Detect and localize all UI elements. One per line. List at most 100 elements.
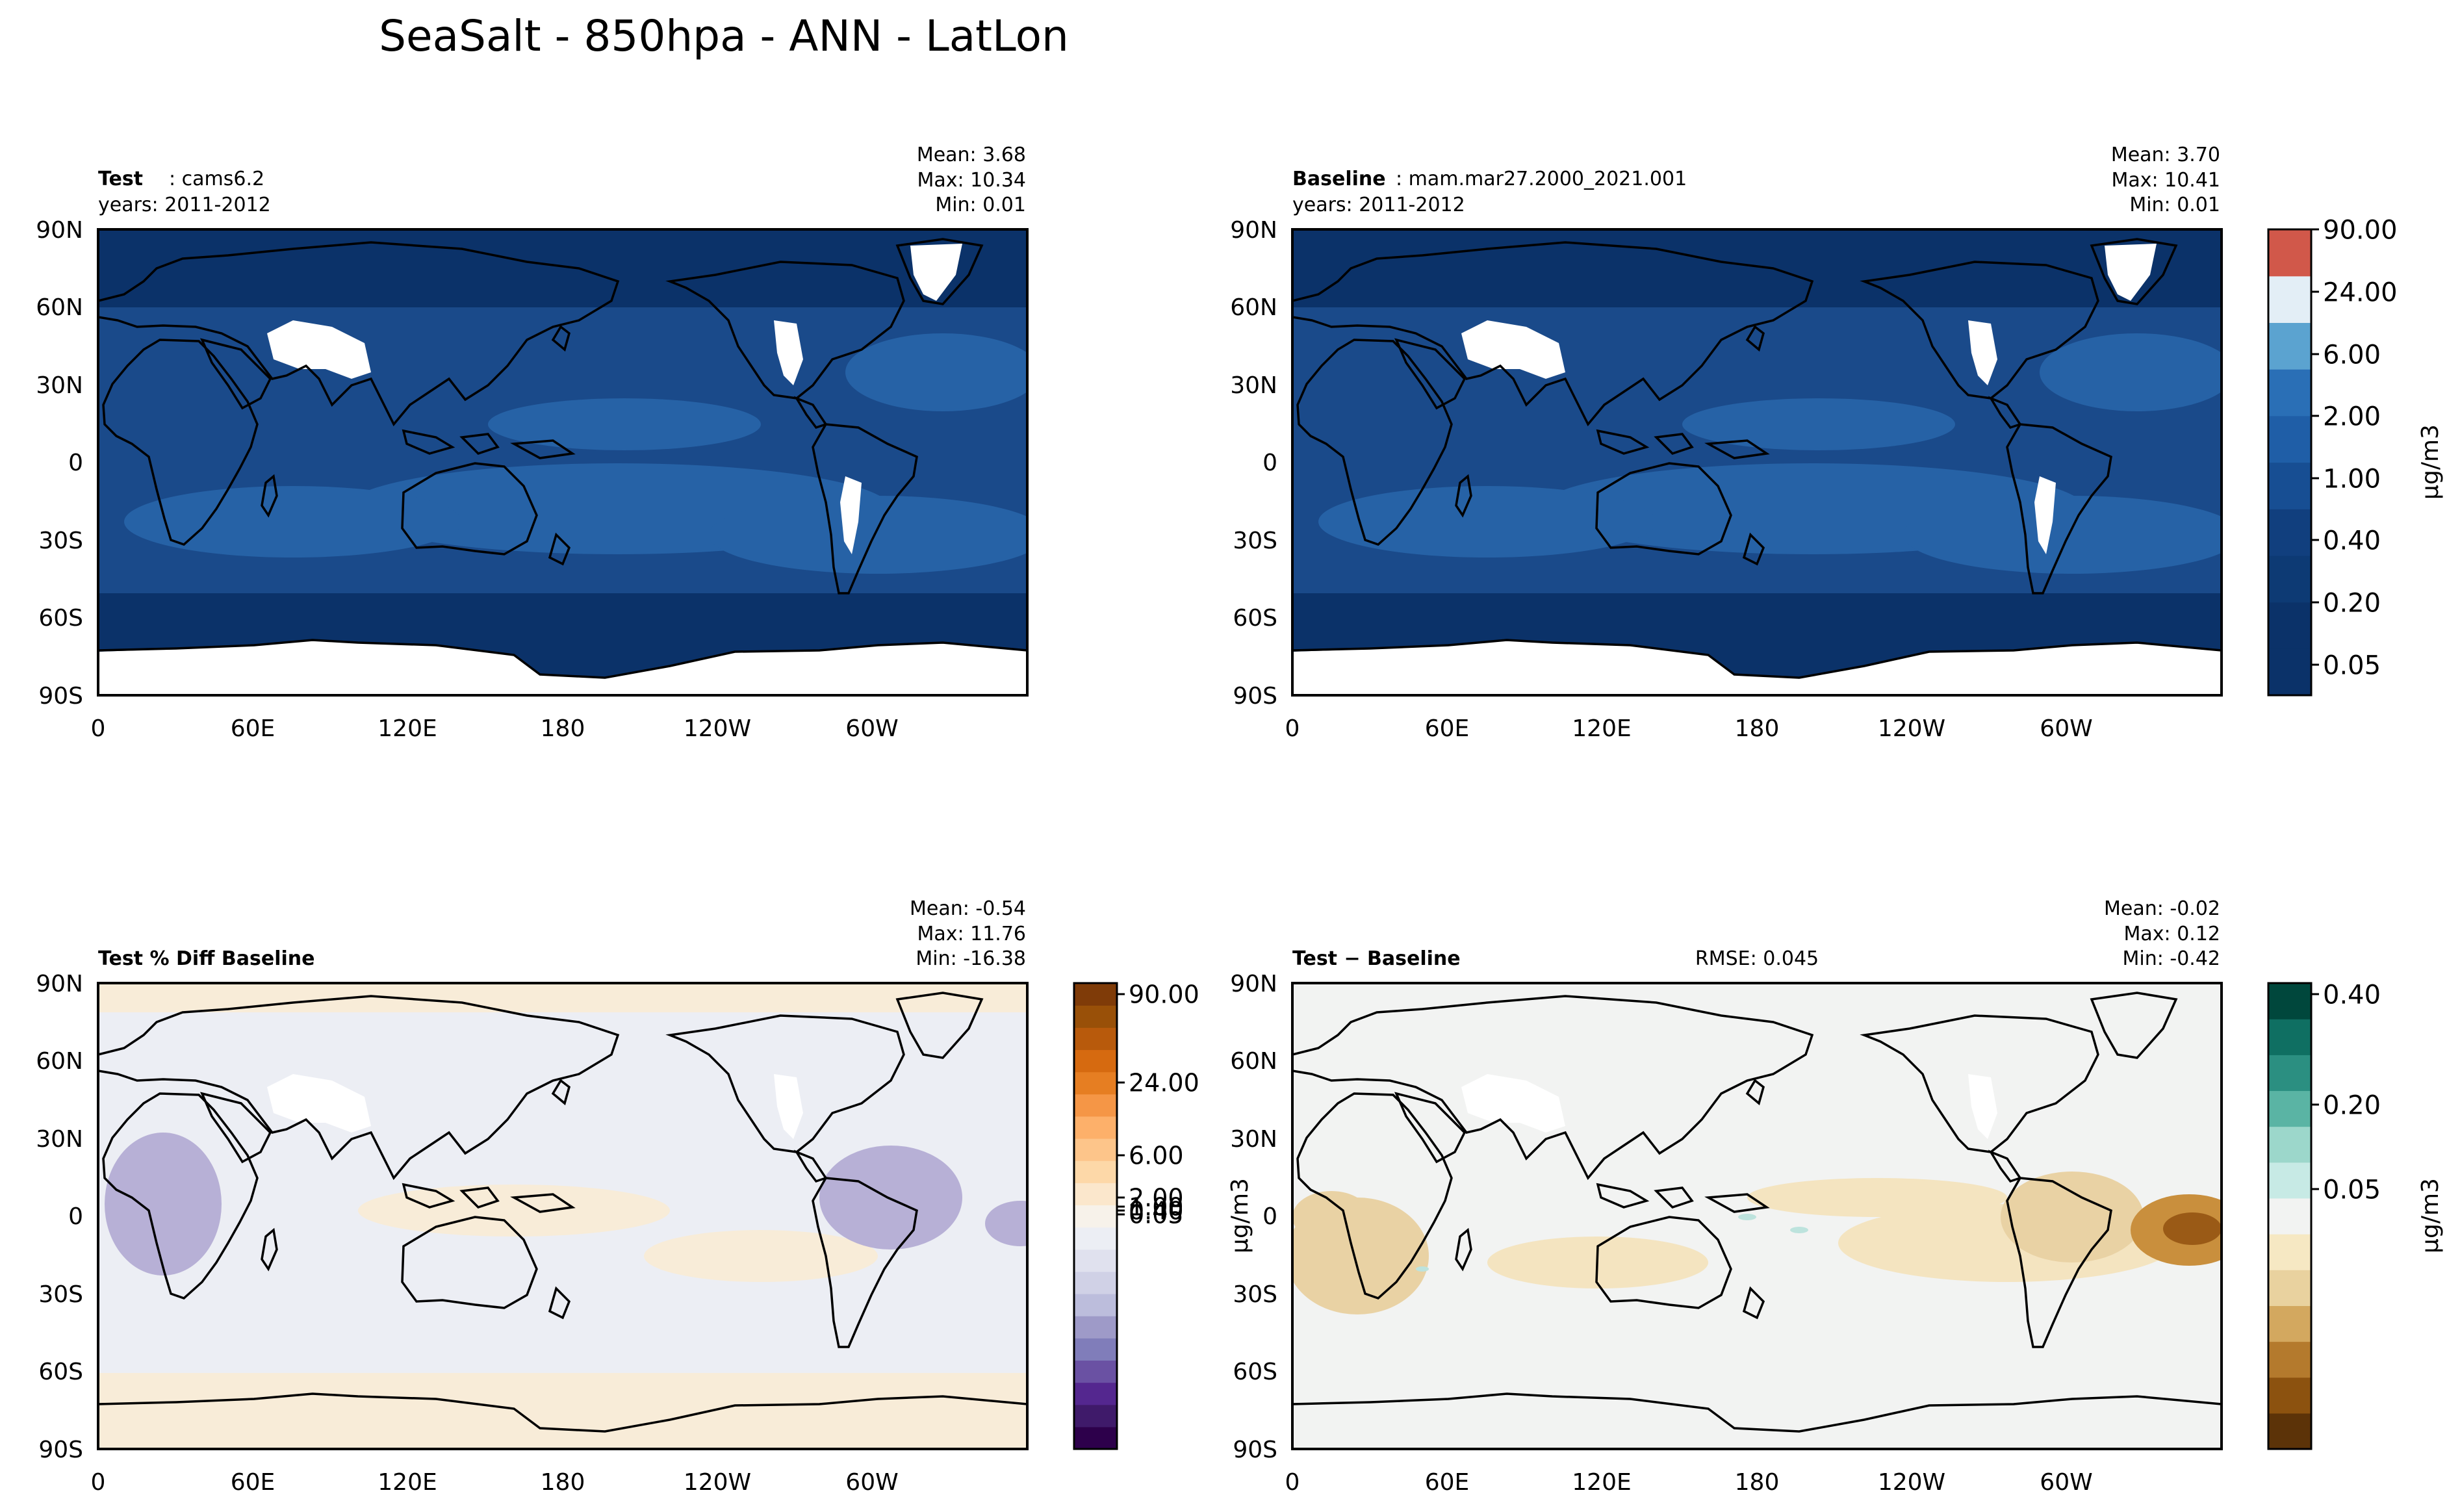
colorbar-segment	[2268, 648, 2311, 696]
y-tick: 30N	[36, 372, 83, 399]
colorbar-segment	[1074, 1183, 1117, 1206]
colorbar-tick-label: 2.00	[2323, 402, 2381, 431]
colorbar-tick-label: 1.00	[2323, 464, 2381, 494]
colorbar-tick-label: 0.40	[2323, 526, 2381, 556]
x-tick: 60E	[1425, 1469, 1470, 1496]
panel-baseline-x-ticks: 0 60E 120E 180 120W 60W	[1285, 715, 2093, 742]
y-tick: 90N	[1230, 217, 1277, 244]
colorbar-segment	[2268, 555, 2311, 603]
colorbar-difference: 0.40 0.20 0.05 μg/m3	[2267, 980, 2444, 1450]
colorbar-tick-label: 24.00	[2323, 277, 2398, 307]
y-tick: 30N	[1230, 1126, 1277, 1153]
y-tick: 0	[1262, 1203, 1277, 1230]
panel-baseline-y-ticks: 90N 60N 30N 0 30S 60S 90S	[1230, 217, 1277, 710]
colorbar-segment	[2268, 275, 2311, 323]
panel-difference-stat-max: Max: 0.12	[2124, 923, 2220, 945]
y-tick: 30N	[1230, 372, 1277, 399]
y-tick: 90N	[36, 217, 83, 244]
colorbar-tick-label: 0.20	[2323, 1090, 2381, 1120]
y-tick: 90S	[1233, 1437, 1277, 1463]
panel-test-subtitle: years: 2011-2012	[98, 194, 271, 216]
panel-test-x-ticks: 0 60E 120E 180 120W 60W	[91, 715, 899, 742]
colorbar-segment	[1074, 1205, 1117, 1228]
panel-test-stat-min: Min: 0.01	[935, 194, 1026, 216]
colorbar-segment	[1074, 1227, 1117, 1250]
colorbar-tick-label: 90.00	[1129, 980, 1199, 1009]
panel-percent-diff-map	[98, 983, 1027, 1449]
panel-percent-diff-title: Test % Diff Baseline	[98, 947, 315, 970]
colorbar-segment	[1074, 1116, 1117, 1139]
colorbar-segment	[1074, 1338, 1117, 1361]
colorbar-segment	[1074, 1382, 1117, 1405]
colorbar-segment	[1074, 1316, 1117, 1339]
y-tick: 60S	[38, 605, 83, 632]
colorbar-segment	[2268, 1162, 2311, 1199]
x-tick: 120E	[1572, 1469, 1631, 1496]
colorbar-percent-diff-label: μg/m3	[1227, 1178, 1253, 1253]
y-tick: 60N	[36, 294, 83, 321]
x-tick: 0	[91, 1469, 106, 1496]
colorbar-difference-label: μg/m3	[2417, 1178, 2444, 1253]
panel-difference-stat-min: Min: -0.42	[2123, 947, 2221, 970]
x-tick: 180	[541, 715, 585, 742]
x-tick: 120E	[378, 715, 437, 742]
panel-baseline: Baseline : mam.mar27.2000_2021.001 years…	[1230, 144, 2223, 742]
x-tick: 120E	[378, 1469, 437, 1496]
panel-test-title-bold: Test	[98, 168, 143, 190]
colorbar-segment	[2268, 602, 2311, 649]
panel-test-stat-mean: Mean: 3.68	[917, 144, 1026, 166]
panel-baseline-map	[1292, 229, 2222, 695]
panel-difference-map	[1292, 983, 2222, 1449]
x-tick: 60W	[845, 1469, 898, 1496]
colorbar-tick-label: 0.40	[1129, 1197, 1184, 1225]
colorbar-segment	[1074, 1138, 1117, 1161]
colorbar-field-segments	[2268, 229, 2311, 696]
colorbar-segment	[2268, 509, 2311, 556]
colorbar-tick-label: 1.00	[1129, 1193, 1184, 1222]
panel-percent-diff-x-ticks: 0 60E 120E 180 120W 60W	[91, 1469, 899, 1496]
colorbar-segment	[1074, 983, 1117, 1006]
y-tick: 30S	[1233, 1281, 1277, 1308]
y-tick: 60N	[1230, 1048, 1277, 1075]
colorbar-tick-label: 24.00	[1129, 1069, 1199, 1097]
panel-baseline-subtitle: years: 2011-2012	[1292, 194, 1465, 216]
panel-percent-diff-stat-mean: Mean: -0.54	[910, 897, 1026, 920]
colorbar-segment	[1074, 1005, 1117, 1028]
x-tick: 120E	[1572, 715, 1631, 742]
panel-percent-diff-stat-max: Max: 11.76	[917, 923, 1026, 945]
colorbar-segment	[2268, 1055, 2311, 1092]
colorbar-segment	[2268, 1377, 2311, 1414]
colorbar-tick-label: 6.00	[2323, 340, 2381, 370]
figure-title: SeaSalt - 850hpa - ANN - LatLon	[379, 11, 1069, 61]
x-tick: 60E	[231, 715, 275, 742]
panel-difference-rmse: RMSE: 0.045	[1695, 947, 1819, 970]
panel-test-map	[98, 229, 1027, 695]
x-tick: 60W	[2040, 1469, 2092, 1496]
x-tick: 0	[1285, 1469, 1300, 1496]
y-tick: 60S	[1233, 1359, 1277, 1385]
colorbar-segment	[1074, 1071, 1117, 1095]
colorbar-segment	[1074, 1160, 1117, 1183]
colorbar-segment	[2268, 1198, 2311, 1235]
colorbar-tick-label: 0.05	[2323, 1175, 2381, 1205]
colorbar-segment	[2268, 229, 2311, 277]
colorbar-segment	[2268, 1270, 2311, 1306]
colorbar-segment	[2268, 1126, 2311, 1163]
panel-difference-y-ticks: 90N 60N 30N 0 30S 60S 90S	[1230, 971, 1277, 1463]
colorbar-difference-segments	[2268, 983, 2311, 1450]
panel-percent-diff-stat-min: Min: -16.38	[916, 947, 1026, 970]
panel-percent-diff: Test % Diff Baseline Mean: -0.54 Max: 11…	[36, 897, 1029, 1496]
y-tick: 90N	[1230, 971, 1277, 997]
colorbar-segment	[2268, 322, 2311, 370]
colorbar-segment	[1074, 1294, 1117, 1316]
panel-baseline-title-bold: Baseline	[1292, 168, 1386, 190]
colorbar-field-ticks: 90.00 24.00 6.00 2.00 1.00 0.40 0.20 0.05	[2311, 215, 2398, 680]
colorbar-difference-ticks: 0.40 0.20 0.05	[2311, 980, 2381, 1205]
panel-baseline-stat-mean: Mean: 3.70	[2111, 144, 2220, 166]
panel-difference-stat-mean: Mean: -0.02	[2104, 897, 2220, 920]
colorbar-segment	[1074, 1027, 1117, 1051]
y-tick: 30S	[38, 1281, 83, 1308]
x-tick: 180	[1735, 715, 1780, 742]
y-tick: 90N	[36, 971, 83, 997]
